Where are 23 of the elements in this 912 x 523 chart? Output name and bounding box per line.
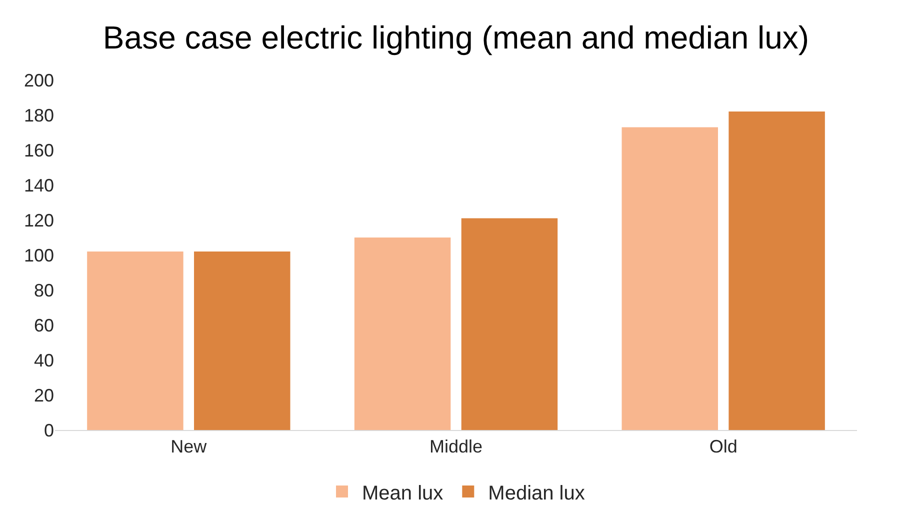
y-tick-label: 20 xyxy=(34,385,54,406)
bar xyxy=(194,252,290,430)
y-tick-label: 100 xyxy=(24,245,54,266)
y-tick-label: 60 xyxy=(34,315,54,336)
x-tick-label: Middle xyxy=(429,436,483,457)
bar xyxy=(87,252,184,430)
x-tick-label: New xyxy=(170,436,208,457)
bar xyxy=(354,238,451,430)
y-tick-label: 120 xyxy=(24,210,54,230)
y-tick-label: 0 xyxy=(44,420,54,440)
y-tick-label: 160 xyxy=(24,140,54,160)
y-tick-label: 80 xyxy=(34,280,54,300)
y-tick-label: 40 xyxy=(34,350,54,370)
bar xyxy=(622,127,718,430)
y-tick-label: 140 xyxy=(24,175,54,196)
y-tick-label: 180 xyxy=(24,105,54,126)
legend-label: Mean lux xyxy=(362,482,444,504)
legend-label: Median lux xyxy=(488,482,585,504)
y-tick-label: 200 xyxy=(24,70,54,90)
bar xyxy=(461,218,558,430)
bar xyxy=(728,112,825,430)
x-tick-label: Old xyxy=(709,436,738,457)
chart-title: Base case electric lighting (mean and median lux) xyxy=(102,20,810,56)
